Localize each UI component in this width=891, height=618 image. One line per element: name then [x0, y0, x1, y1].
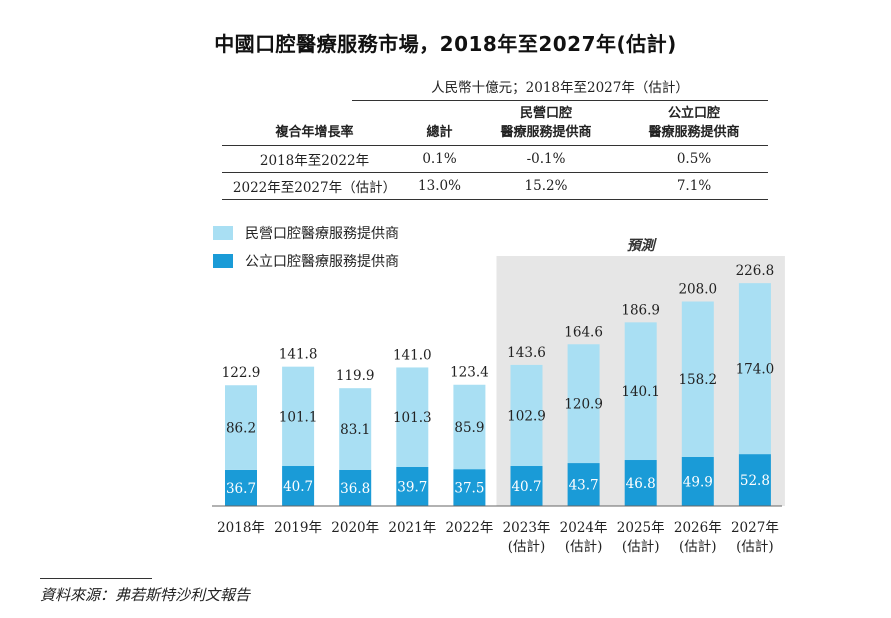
value-label-public: 46.8	[626, 476, 656, 492]
x-tick-label: 2024年	[560, 520, 608, 536]
table-row: 2018年至2022年 0.1% -0.1% 0.5%	[222, 145, 768, 173]
legend-item-public: 公立口腔醫療服務提供商	[213, 249, 399, 273]
value-label-public: 36.7	[226, 481, 256, 497]
bar-private	[339, 388, 372, 470]
value-label-public: 43.7	[569, 478, 599, 494]
bar-public	[624, 460, 657, 506]
cagr-table-grid: 複合年增長率 總計 民營口腔 醫療服務提供商 公立口腔 醫療服務提供商 2018…	[222, 101, 768, 200]
value-label-private: 101.1	[279, 409, 318, 425]
value-label-public: 52.8	[740, 473, 770, 489]
legend-swatch-private	[213, 226, 233, 240]
x-tick-label: (估計)	[565, 539, 603, 555]
source-divider	[40, 578, 152, 579]
value-label-public: 39.7	[397, 479, 427, 495]
chart-legend: 民營口腔醫療服務提供商 公立口腔醫療服務提供商	[213, 221, 399, 277]
total-label: 208.0	[678, 282, 717, 298]
x-tick-label: 2020年	[331, 520, 379, 536]
value-label-private: 140.1	[621, 384, 660, 400]
header-cagr: 複合年增長率	[222, 101, 407, 146]
total-label: 141.0	[393, 347, 432, 363]
value-label-private: 158.2	[678, 372, 717, 388]
value-label-private: 101.3	[393, 410, 432, 426]
value-label-public: 40.7	[283, 479, 313, 495]
page-title: 中國口腔醫療服務市場，2018年至2027年(估計)	[214, 32, 677, 56]
header-total: 總計	[407, 101, 472, 146]
row-total: 0.1%	[407, 145, 472, 173]
legend-swatch-public	[213, 254, 233, 268]
table-unit: 人民幣十億元；2018年至2027年（估計）	[352, 76, 768, 101]
header-private: 民營口腔 醫療服務提供商	[472, 101, 620, 146]
legend-label-public: 公立口腔醫療服務提供商	[245, 254, 399, 270]
value-label-public: 49.9	[683, 474, 713, 490]
bar-public	[510, 466, 543, 506]
bar-public	[453, 469, 486, 506]
total-label: 122.9	[222, 365, 261, 381]
bar-public	[225, 469, 257, 506]
bar-private	[624, 322, 657, 461]
x-tick-label: (估計)	[622, 539, 660, 555]
total-label: 186.9	[621, 302, 660, 318]
row-private: 15.2%	[472, 172, 620, 200]
bar-public	[282, 466, 315, 506]
legend-item-private: 民營口腔醫療服務提供商	[213, 221, 399, 245]
x-tick-label: (估計)	[736, 539, 774, 555]
value-label-private: 86.2	[226, 421, 256, 437]
total-label: 119.9	[336, 368, 375, 384]
total-label: 164.6	[564, 324, 603, 340]
bar-private	[567, 344, 600, 464]
forecast-label: 預測	[627, 237, 658, 254]
value-label-private: 85.9	[454, 420, 484, 436]
total-label: 143.6	[507, 345, 546, 361]
x-tick-label: (估計)	[679, 539, 717, 555]
value-label-public: 36.8	[340, 481, 370, 497]
value-label-private: 83.1	[340, 422, 370, 438]
value-label-public: 40.7	[511, 479, 541, 495]
bar-private	[225, 385, 257, 470]
row-private: -0.1%	[472, 145, 620, 173]
header-public: 公立口腔 醫療服務提供商	[620, 101, 768, 146]
x-tick-label: 2018年	[217, 520, 265, 536]
row-period: 2018年至2022年	[222, 145, 407, 173]
legend-label-private: 民營口腔醫療服務提供商	[245, 226, 399, 242]
value-label-public: 37.5	[454, 481, 484, 497]
bar-public	[567, 463, 600, 506]
row-public: 0.5%	[620, 145, 768, 173]
total-label: 141.8	[279, 347, 318, 363]
table-row: 2022年至2027年（估計） 13.0% 15.2% 7.1%	[222, 172, 768, 200]
x-tick-label: 2026年	[674, 520, 722, 536]
bar-public	[396, 466, 429, 506]
cagr-table: 人民幣十億元；2018年至2027年（估計） 複合年增長率 總計 民營口腔 醫療…	[222, 76, 768, 200]
x-tick-label: 2025年	[617, 520, 665, 536]
bar-private	[510, 364, 543, 467]
bar-public	[681, 456, 714, 506]
value-label-private: 174.0	[736, 362, 775, 378]
x-tick-label: 2023年	[503, 520, 551, 536]
bar-private	[738, 283, 771, 455]
bar-public	[339, 469, 372, 506]
bar-public	[738, 454, 771, 506]
row-public: 7.1%	[620, 172, 768, 200]
bar-private	[282, 366, 315, 467]
bar-private	[453, 384, 486, 470]
value-label-private: 102.9	[507, 408, 546, 424]
table-header-row: 複合年增長率 總計 民營口腔 醫療服務提供商 公立口腔 醫療服務提供商	[222, 101, 768, 146]
row-total: 13.0%	[407, 172, 472, 200]
x-tick-label: 2027年	[731, 520, 779, 536]
bar-private	[396, 367, 429, 467]
source-note: 資料來源：弗若斯特沙利文報告	[40, 586, 251, 604]
x-tick-label: 2019年	[274, 520, 322, 536]
total-label: 123.4	[450, 365, 489, 381]
x-tick-label: 2022年	[445, 520, 493, 536]
bar-private	[681, 301, 714, 457]
total-label: 226.8	[736, 263, 775, 279]
x-tick-label: 2021年	[388, 520, 436, 536]
row-period: 2022年至2027年（估計）	[222, 172, 407, 200]
x-tick-label: (估計)	[508, 539, 546, 555]
value-label-private: 120.9	[564, 397, 603, 413]
